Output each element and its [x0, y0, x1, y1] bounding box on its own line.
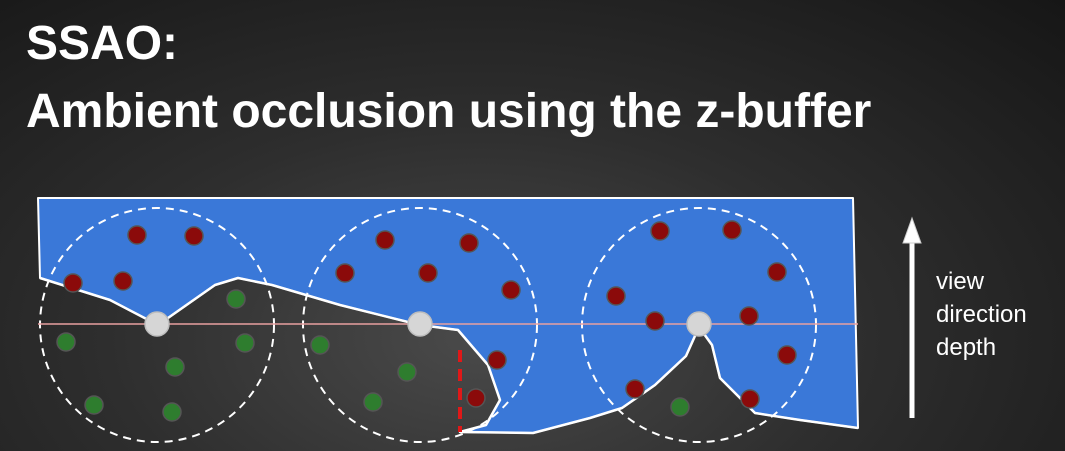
occluded-sample [625, 379, 645, 399]
occluded-sample [645, 311, 665, 331]
visible-sample [310, 335, 330, 355]
occluded-sample [335, 263, 355, 283]
occluded-samples [63, 220, 797, 409]
visible-sample [235, 333, 255, 353]
occluded-sample [740, 389, 760, 409]
label-view: view [936, 268, 985, 295]
center-point [407, 311, 433, 337]
occluded-sample [739, 306, 759, 326]
occluded-sample [375, 230, 395, 250]
up-arrow-icon [902, 216, 922, 418]
visible-samples [56, 289, 690, 422]
occluded-sample [127, 225, 147, 245]
center-point [686, 311, 712, 337]
occluded-sample [63, 273, 83, 293]
occluded-sample [487, 350, 507, 370]
occluded-sample [777, 345, 797, 365]
sample-circle-1 [39, 207, 275, 443]
center-point [144, 311, 170, 337]
occluded-sample [767, 262, 787, 282]
occluded-sample [418, 263, 438, 283]
visible-sample [397, 362, 417, 382]
title-line-1: SSAO: [26, 17, 179, 70]
visible-sample [363, 392, 383, 412]
center-points [144, 311, 712, 337]
occluded-sample [722, 220, 742, 240]
occluded-sample [459, 233, 479, 253]
occluded-sample [466, 388, 486, 408]
sample-circle-2 [302, 207, 538, 443]
visible-sample [84, 395, 104, 415]
visible-sample [162, 402, 182, 422]
label-depth: depth [936, 334, 997, 361]
occluded-sample [501, 280, 521, 300]
sample-circle-3 [581, 207, 817, 443]
visible-sample [165, 357, 185, 377]
occluded-sample [606, 286, 626, 306]
occluded-sample [184, 226, 204, 246]
occluded-sample [113, 271, 133, 291]
title-line-2: Ambient occlusion using the z-buffer [26, 85, 872, 138]
occluded-sample [650, 221, 670, 241]
label-direction: direction [936, 301, 1027, 328]
visible-sample [670, 397, 690, 417]
visible-sample [226, 289, 246, 309]
visible-sample [56, 332, 76, 352]
